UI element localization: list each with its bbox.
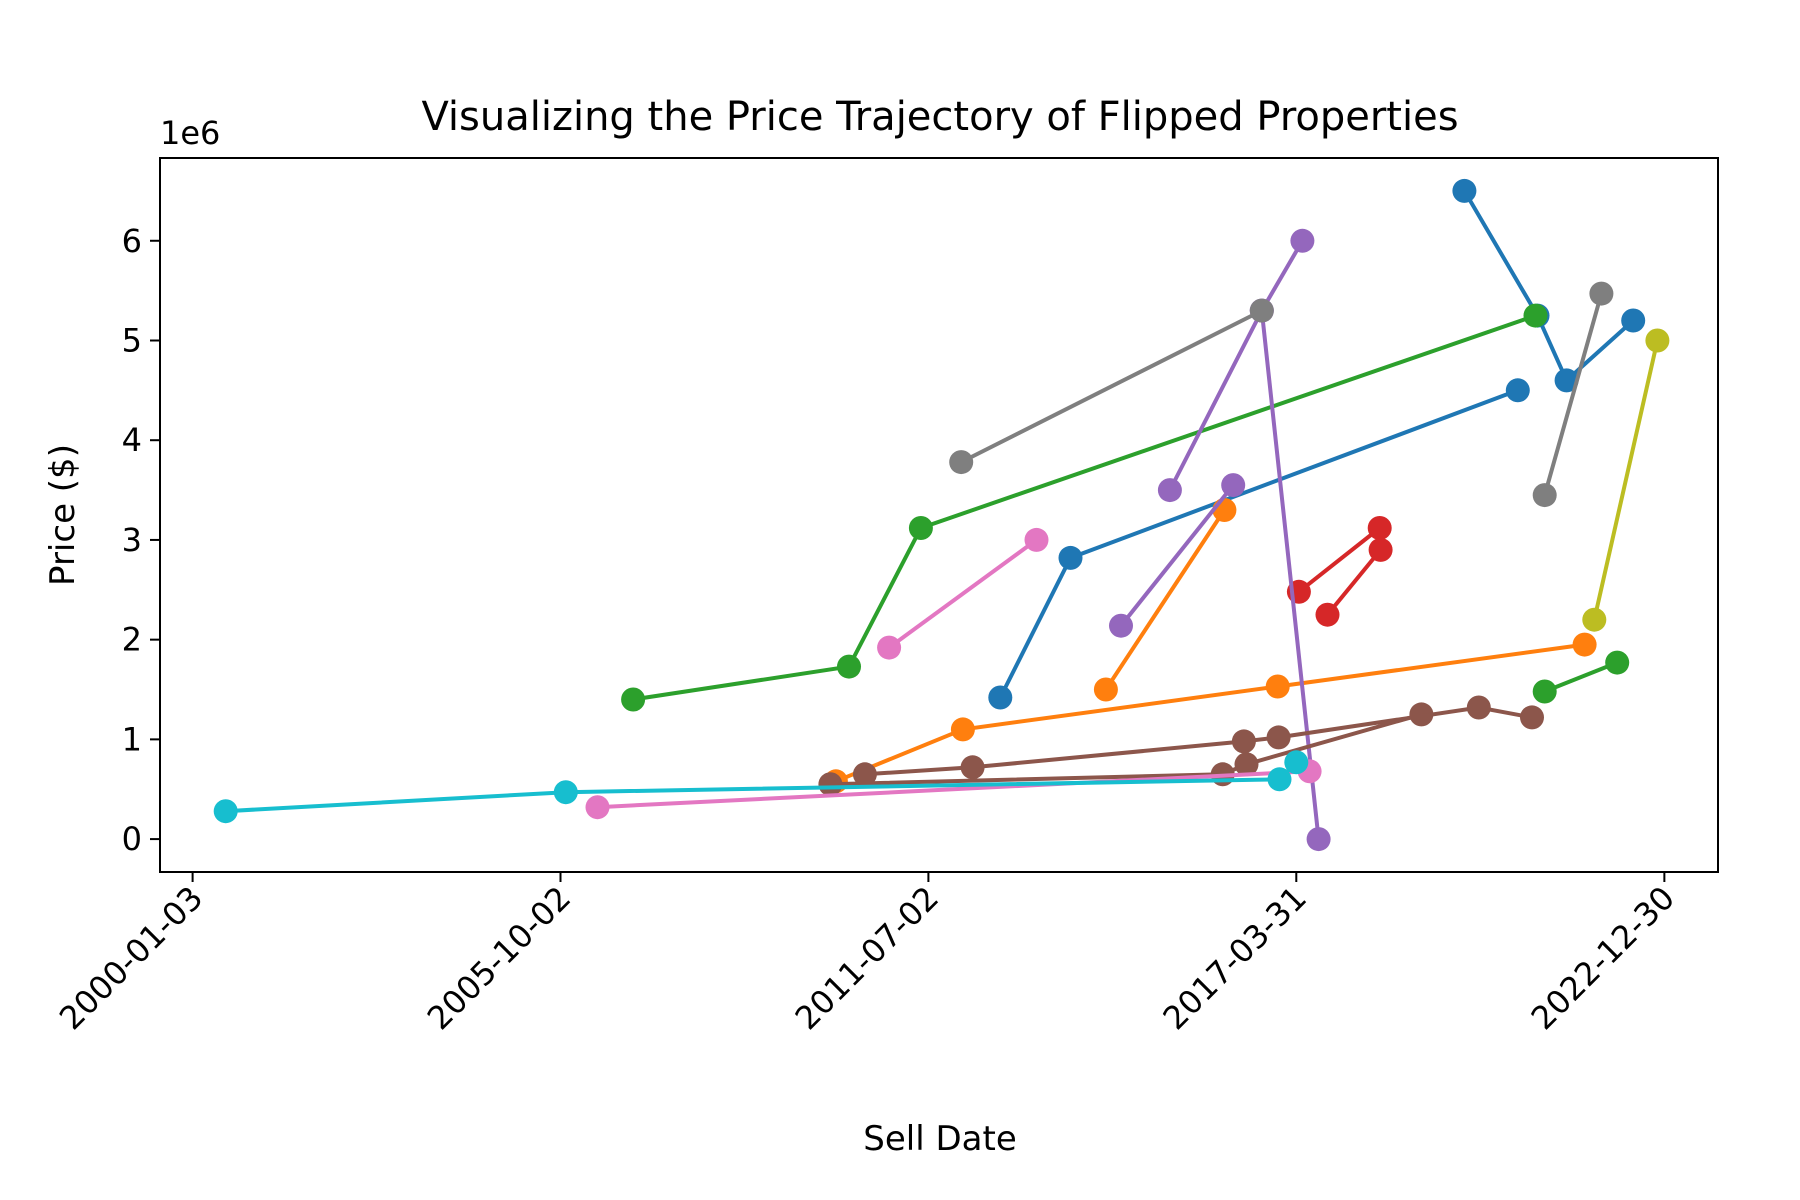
series-line-17 <box>1592 340 1660 621</box>
y-tick-label-2: 2 <box>122 621 142 659</box>
data-point-15-0 <box>949 450 974 475</box>
data-point-4-0 <box>621 687 646 712</box>
series-17 <box>1582 328 1670 632</box>
data-point-8-2 <box>1306 827 1331 852</box>
series-line-10 <box>1260 239 1305 312</box>
data-point-1-0 <box>988 685 1013 710</box>
data-point-12-3 <box>1266 725 1291 750</box>
series-3 <box>823 632 1597 794</box>
series-12 <box>852 695 1544 787</box>
data-point-18-0 <box>213 799 238 824</box>
data-point-3-3 <box>1572 632 1597 657</box>
x-tick-label-1: 2005-10-02 <box>420 879 578 1037</box>
series-18 <box>213 750 1309 824</box>
y-tick-label-3: 3 <box>122 521 142 559</box>
plot-area <box>213 178 1670 852</box>
data-point-14-0 <box>585 795 610 820</box>
y-tick-label-1: 1 <box>122 720 142 758</box>
data-point-4-3 <box>1523 303 1548 328</box>
series-line-14 <box>597 769 1310 810</box>
series-line-4 <box>632 313 1537 702</box>
data-point-9-1 <box>1221 473 1246 498</box>
data-point-13-0 <box>877 635 902 660</box>
series-line-3 <box>835 642 1585 784</box>
data-point-17-0 <box>1582 607 1607 632</box>
data-point-18-3 <box>1284 750 1309 775</box>
data-point-0-0 <box>1452 178 1477 203</box>
data-point-0-3 <box>1621 308 1646 333</box>
series-9 <box>1109 473 1246 638</box>
data-point-5-0 <box>1532 679 1557 704</box>
y-tick-label-0: 0 <box>122 820 142 858</box>
data-point-1-2 <box>1505 378 1530 403</box>
data-point-0-2 <box>1554 368 1579 393</box>
data-point-3-1 <box>950 717 975 742</box>
y-axis-ticks: 0 1 2 3 4 5 6 <box>122 222 160 858</box>
data-point-12-0 <box>852 762 877 787</box>
data-point-10-1 <box>1290 228 1315 253</box>
y-offset-label: 1e6 <box>160 114 220 152</box>
data-point-12-5 <box>1520 705 1544 730</box>
y-axis-label: Price ($) <box>43 444 83 586</box>
data-point-12-2 <box>1231 729 1256 754</box>
data-point-8-0 <box>1157 478 1182 503</box>
data-point-18-2 <box>1267 767 1292 792</box>
data-point-5-1 <box>1605 650 1630 675</box>
data-point-13-1 <box>1024 527 1049 552</box>
series-16 <box>1532 281 1614 508</box>
series-line-16 <box>1542 293 1604 496</box>
data-point-12-1 <box>960 755 985 780</box>
series-line-7 <box>1325 548 1383 616</box>
series-line-6 <box>1297 526 1381 594</box>
data-point-7-1 <box>1368 537 1393 562</box>
series-1 <box>988 378 1530 710</box>
y-tick-label-6: 6 <box>122 222 142 260</box>
series-line-2 <box>1104 508 1227 691</box>
x-axis-ticks: 2000-01-03 2005-10-02 2011-07-02 2017-03-31… <box>52 872 1682 1037</box>
plot-frame <box>159 157 1719 873</box>
series-15 <box>949 298 1274 475</box>
data-point-2-1 <box>1212 498 1237 522</box>
x-axis-label: Sell Date <box>863 1119 1016 1159</box>
series-5 <box>1532 650 1630 704</box>
series-line-15 <box>960 308 1263 464</box>
series-line-0 <box>1462 189 1635 384</box>
data-point-11-0 <box>818 772 843 797</box>
series-line-13 <box>887 538 1038 650</box>
data-point-7-0 <box>1315 602 1340 627</box>
data-point-12-4 <box>1466 695 1491 720</box>
y-tick-label-5: 5 <box>122 321 142 359</box>
data-point-4-2 <box>908 516 933 540</box>
data-point-2-0 <box>1093 677 1118 702</box>
data-point-4-1 <box>837 654 861 679</box>
data-point-6-1 <box>1367 516 1392 540</box>
data-point-16-0 <box>1532 483 1557 508</box>
data-point-15-1 <box>1249 298 1274 323</box>
data-point-16-1 <box>1589 281 1614 306</box>
series-4 <box>621 303 1548 712</box>
series-line-9 <box>1119 483 1235 627</box>
data-point-3-2 <box>1265 674 1290 699</box>
series-line-11 <box>830 712 1422 787</box>
data-point-11-2 <box>1234 752 1259 777</box>
x-tick-label-4: 2022-12-30 <box>1524 879 1682 1037</box>
series-13 <box>877 527 1049 660</box>
x-tick-label-3: 2017-03-31 <box>1156 879 1314 1037</box>
data-point-9-0 <box>1109 613 1133 638</box>
series-0 <box>1452 178 1646 393</box>
series-line-1 <box>998 388 1519 699</box>
data-point-1-1 <box>1058 545 1083 570</box>
x-tick-label-2: 2011-07-02 <box>788 879 946 1037</box>
x-tick-label-0: 2000-01-03 <box>52 879 210 1037</box>
series-7 <box>1315 537 1393 627</box>
data-point-18-1 <box>553 780 578 805</box>
series-2 <box>1093 498 1237 702</box>
series-line-18 <box>225 760 1298 814</box>
data-point-17-1 <box>1645 328 1670 353</box>
y-tick-label-4: 4 <box>122 421 142 459</box>
series-line-5 <box>1543 660 1618 694</box>
chart-title: Visualizing the Price Trajectory of Flip… <box>421 94 1458 140</box>
